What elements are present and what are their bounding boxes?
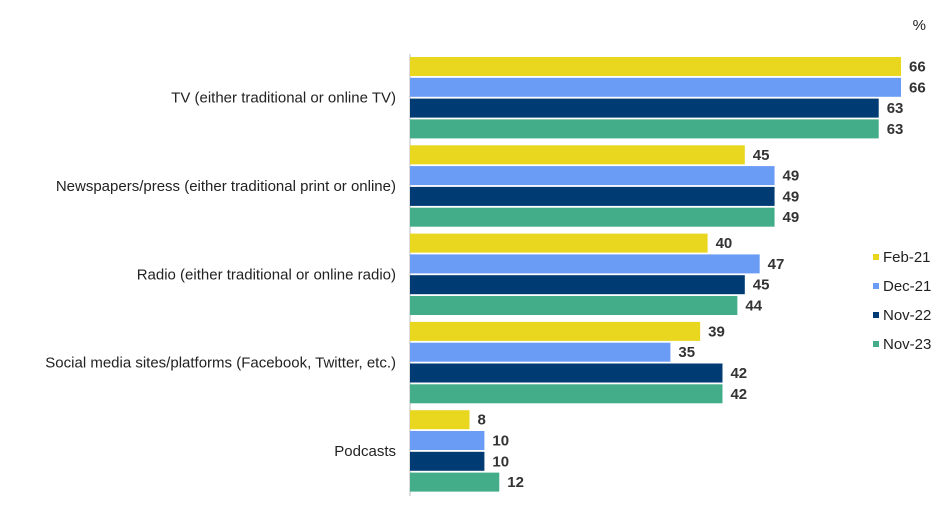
category-label: TV (either traditional or online TV): [171, 90, 396, 107]
data-label: 49: [783, 188, 800, 205]
data-label: 49: [783, 168, 800, 185]
data-label: 63: [887, 121, 904, 138]
data-label: 42: [730, 365, 747, 382]
data-label: 8: [478, 412, 486, 429]
data-label: 12: [507, 474, 524, 491]
bar: [410, 119, 879, 139]
legend-swatch: [873, 283, 879, 289]
data-label: 45: [753, 277, 770, 294]
data-label: 10: [492, 433, 509, 450]
data-label: 66: [909, 79, 926, 96]
bar: [410, 472, 500, 492]
bar: [410, 254, 760, 274]
category-label: Podcasts: [334, 443, 396, 460]
data-label: 42: [730, 386, 747, 403]
bar: [410, 98, 879, 118]
bar: [410, 275, 745, 295]
data-label: 35: [678, 344, 695, 361]
data-label: 45: [753, 147, 770, 164]
data-label: 44: [745, 298, 762, 315]
data-label: 10: [492, 453, 509, 470]
legend-label: Dec-21: [883, 278, 931, 295]
legend-swatch: [873, 312, 879, 318]
bar: [410, 431, 485, 450]
legend-label: Nov-22: [883, 307, 931, 324]
bar: [410, 342, 671, 362]
category-label: Newspapers/press (either traditional pri…: [56, 178, 396, 195]
bar: [410, 384, 723, 404]
category-label: Radio (either traditional or online radi…: [137, 266, 396, 283]
bar: [410, 410, 470, 430]
data-label: 49: [783, 209, 800, 226]
bar: [410, 57, 902, 76]
legend-swatch: [873, 254, 879, 260]
bar: [410, 321, 701, 341]
bar: [410, 186, 775, 206]
bar: [410, 296, 738, 315]
bar: [410, 166, 775, 186]
bar: [410, 207, 775, 227]
legend-label: Nov-23: [883, 336, 931, 353]
data-label: 63: [887, 100, 904, 117]
bar: [410, 77, 902, 97]
data-label: 40: [716, 235, 733, 252]
data-label: 66: [909, 59, 926, 76]
data-label: 47: [768, 256, 785, 273]
bar: [410, 233, 708, 253]
bar: [410, 145, 745, 165]
legend-label: Feb-21: [883, 249, 931, 266]
legend-swatch: [873, 341, 879, 347]
data-label: 39: [708, 323, 725, 340]
unit-label: %: [913, 17, 926, 34]
bar: [410, 451, 485, 471]
category-label: Social media sites/platforms (Facebook, …: [45, 355, 396, 372]
bar: [410, 363, 723, 383]
